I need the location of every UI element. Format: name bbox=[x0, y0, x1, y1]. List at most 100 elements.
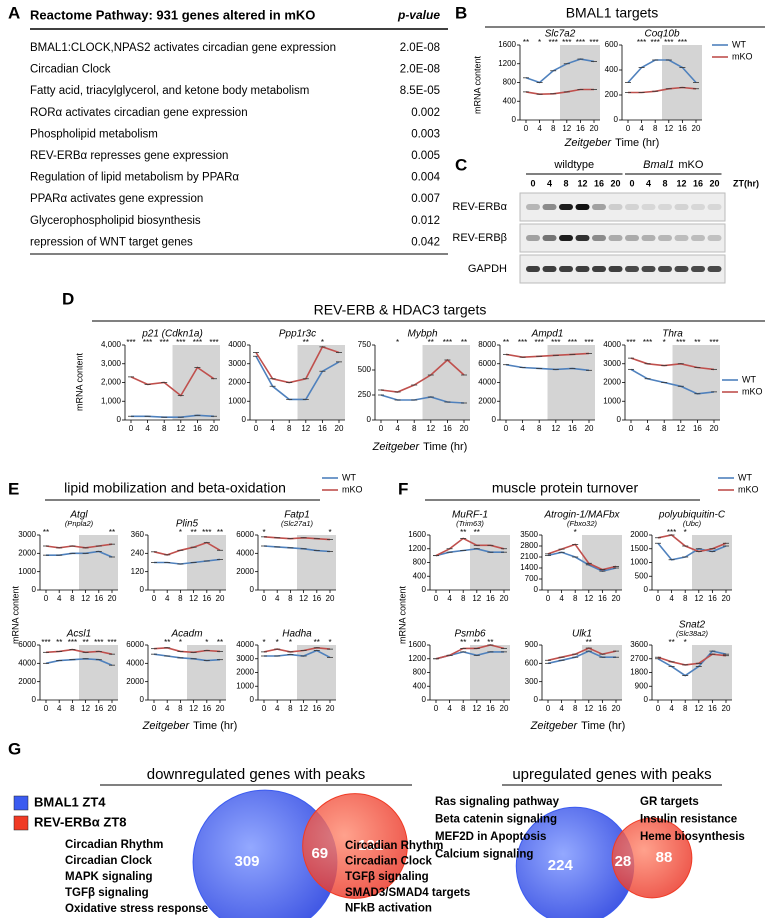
significance: *** bbox=[584, 338, 593, 347]
x-tick-label: 12 bbox=[694, 594, 703, 603]
significance: * bbox=[663, 338, 666, 347]
pathway-name: repression of WNT target genes bbox=[30, 236, 193, 248]
series-line bbox=[657, 650, 727, 677]
venn-title: downregulated genes with peaks bbox=[147, 766, 365, 783]
lane-label: 20 bbox=[709, 178, 719, 188]
y-tick-label: 8000 bbox=[478, 340, 496, 349]
significance: * bbox=[328, 528, 331, 537]
night-shading bbox=[297, 645, 336, 700]
y-tick-label: 600 bbox=[605, 40, 619, 49]
band bbox=[641, 204, 656, 210]
x-tick-label: 20 bbox=[335, 424, 344, 433]
panel-label: F bbox=[398, 479, 408, 498]
count-ab: 69 bbox=[311, 845, 328, 862]
panel-label: A bbox=[8, 3, 20, 22]
band bbox=[658, 204, 672, 210]
y-tick-label: 4000 bbox=[126, 658, 144, 667]
legend-label: mKO bbox=[342, 484, 363, 494]
significance: ** bbox=[668, 638, 674, 647]
x-tick-label: 0 bbox=[656, 704, 661, 713]
term: Ras signaling pathway bbox=[435, 796, 560, 808]
lane-label: 0 bbox=[530, 178, 535, 188]
chart-subtitle: (Slc27a1) bbox=[281, 519, 314, 528]
x-tick-label: 4 bbox=[275, 594, 280, 603]
term: GR targets bbox=[640, 796, 699, 808]
legend-label: WT bbox=[342, 472, 356, 482]
series-line bbox=[547, 647, 617, 662]
band bbox=[691, 266, 705, 272]
x-tick-label: 16 bbox=[708, 704, 717, 713]
y-tick-label: 3000 bbox=[18, 530, 36, 539]
x-tick-label: 8 bbox=[461, 594, 466, 603]
x-tick-label: 12 bbox=[584, 704, 593, 713]
y-tick-label: 400 bbox=[413, 681, 427, 690]
y-tick-label: 1200 bbox=[408, 654, 426, 663]
band bbox=[674, 235, 689, 241]
x-tick-label: 16 bbox=[678, 124, 687, 133]
legend-label: mKO bbox=[742, 386, 763, 396]
blot-group: Bmal1 mKO bbox=[643, 159, 704, 171]
x-tick-label: 8 bbox=[461, 704, 466, 713]
y-tick-label: 1600 bbox=[498, 40, 516, 49]
y-tick-label: 2000 bbox=[478, 396, 496, 405]
night-shading bbox=[297, 535, 336, 590]
y-tick-label: 4000 bbox=[18, 658, 36, 667]
x-tick-label: 4 bbox=[145, 424, 150, 433]
chart-title: Snat2 bbox=[679, 620, 706, 631]
x-tick-label: 16 bbox=[708, 594, 717, 603]
chart-title: MuRF-1 bbox=[452, 510, 488, 521]
x-tick-label: 20 bbox=[612, 594, 621, 603]
p-value: 0.004 bbox=[411, 172, 440, 184]
significance: * bbox=[179, 528, 182, 537]
band bbox=[674, 266, 689, 272]
term: Oxidative stress response bbox=[65, 903, 208, 915]
band bbox=[641, 235, 656, 241]
y-tick-label: 120 bbox=[131, 567, 145, 576]
significance: *** bbox=[143, 338, 152, 347]
night-shading bbox=[547, 345, 595, 420]
significance: *** bbox=[535, 338, 544, 347]
band bbox=[608, 235, 623, 241]
x-tick-label: 8 bbox=[287, 424, 292, 433]
y-tick-label: 0 bbox=[117, 415, 122, 424]
y-tick-label: 2000 bbox=[236, 567, 254, 576]
x-tick-label: 8 bbox=[653, 124, 658, 133]
x-tick-label: 4 bbox=[57, 704, 62, 713]
x-tick-label: 16 bbox=[312, 594, 321, 603]
band bbox=[707, 235, 722, 241]
x-tick-label: 20 bbox=[692, 124, 701, 133]
x-tick-label: 16 bbox=[486, 594, 495, 603]
x-tick-label: 16 bbox=[443, 424, 452, 433]
x-tick-label: 20 bbox=[216, 704, 225, 713]
legend-label: BMAL1 ZT4 bbox=[34, 794, 106, 809]
series-line bbox=[45, 657, 113, 666]
term: TGFβ signaling bbox=[345, 871, 429, 883]
x-tick-label: 20 bbox=[590, 124, 599, 133]
x-tick-label: 12 bbox=[81, 704, 90, 713]
lane-label: 0 bbox=[629, 178, 634, 188]
significance: ** bbox=[164, 638, 170, 647]
x-tick-label: 20 bbox=[108, 594, 117, 603]
chart-title: polyubiquitin-C bbox=[658, 510, 726, 521]
p-value: 0.042 bbox=[411, 236, 440, 248]
x-tick-label: 20 bbox=[460, 424, 469, 433]
x-tick-label: 0 bbox=[524, 124, 529, 133]
x-axis-label: Zeitgeber Time (hr) bbox=[142, 720, 238, 732]
y-tick-label: 6000 bbox=[478, 359, 496, 368]
x-tick-label: 12 bbox=[189, 704, 198, 713]
band bbox=[592, 204, 606, 210]
x-tick-label: 8 bbox=[683, 704, 688, 713]
y-tick-label: 0 bbox=[422, 695, 427, 704]
lane-label: 16 bbox=[594, 178, 604, 188]
y-tick-label: 0 bbox=[367, 415, 372, 424]
band bbox=[592, 235, 606, 241]
y-tick-label: 1400 bbox=[520, 563, 538, 572]
x-tick-label: 16 bbox=[94, 594, 103, 603]
series-line bbox=[255, 345, 340, 384]
x-tick-label: 4 bbox=[275, 704, 280, 713]
band bbox=[559, 266, 573, 272]
x-tick-label: 0 bbox=[434, 594, 439, 603]
x-tick-label: 20 bbox=[210, 424, 219, 433]
term: Insulin resistance bbox=[640, 814, 737, 826]
x-axis-label-italic: Zeitgeber bbox=[142, 720, 191, 732]
